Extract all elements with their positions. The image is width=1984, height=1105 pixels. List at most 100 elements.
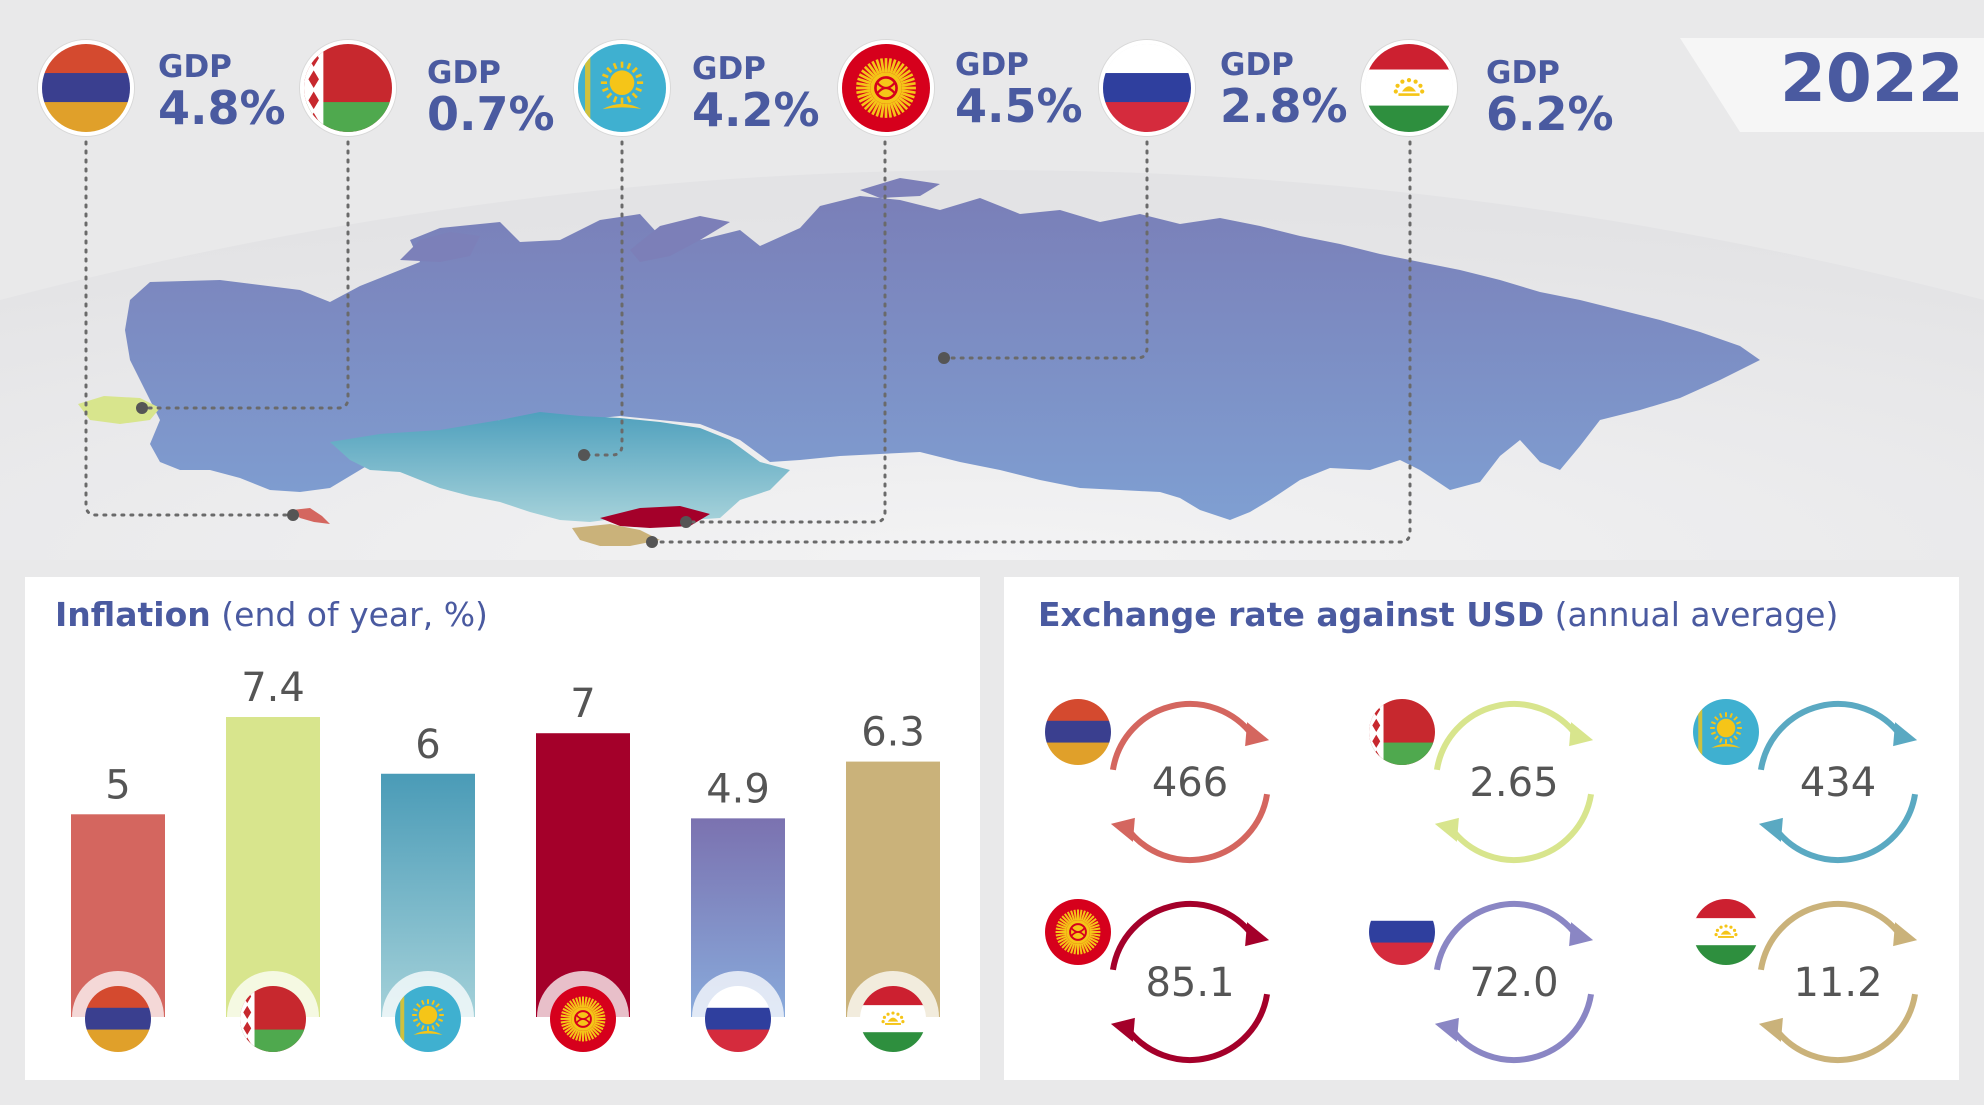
gdp-label-kyrgyzstan: GDP 4.5% [955, 48, 1083, 130]
inflation-value-russia: 4.9 [706, 766, 770, 812]
kyrgyzstan-flag-icon [1045, 899, 1111, 965]
arrowhead-icon [1110, 817, 1135, 842]
belarus-flag-icon [240, 986, 306, 1052]
arrowhead-icon [1434, 817, 1459, 842]
exchange-arrow-arc-upper [1109, 701, 1256, 771]
gdp-label-belarus: GDP 0.7% [427, 56, 555, 138]
gdp-word: GDP [427, 55, 501, 91]
kazakhstan-flag-icon [1693, 699, 1759, 765]
russia-flag-icon [705, 986, 771, 1052]
kyrgyzstan-flag-icon [838, 40, 934, 136]
leader-kyrgyzstan [684, 140, 887, 524]
leader-russia [942, 140, 1149, 360]
inflation-value-tajikistan: 6.3 [861, 710, 925, 756]
arrowhead-icon [1758, 1017, 1783, 1042]
exchange-title: Exchange rate against USD (annual averag… [1038, 595, 1839, 634]
gdp-label-armenia: GDP 4.8% [158, 50, 286, 132]
inflation-value-belarus: 7.4 [241, 665, 305, 711]
kazakhstan-flag-icon [574, 40, 670, 136]
russia-kola [400, 232, 480, 262]
kazakhstan-shape [330, 412, 790, 522]
exchange-value-tajikistan: 11.2 [1793, 960, 1882, 1006]
gdp-word: GDP [692, 51, 766, 87]
gdp-word: GDP [1486, 55, 1560, 91]
gdp-value-armenia: 4.8% [158, 81, 286, 135]
exchange-value-kyrgyzstan: 85.1 [1145, 960, 1234, 1006]
leader-belarus [140, 140, 350, 410]
gdp-value-tajikistan: 6.2% [1486, 87, 1614, 141]
tajikistan-shape [572, 524, 660, 546]
armenia-shape [292, 508, 330, 524]
dot-kyrgyzstan [680, 516, 692, 528]
belarus-flag-icon [300, 40, 396, 136]
inflation-bar-belarus [226, 717, 320, 1017]
russia-flag-icon [1369, 899, 1435, 965]
armenia-flag-icon [38, 40, 134, 136]
inflation-panel: Inflation (end of year, %) 5 7.4 6 7 4.9 6.3 [25, 577, 980, 1080]
arrowhead-icon [1893, 722, 1918, 747]
arctic-island [860, 178, 940, 198]
kazakhstan-flag-icon [395, 986, 461, 1052]
exchange-arrow-arc-upper [1433, 901, 1580, 971]
novaya-zemlya [630, 216, 730, 262]
belarus-flag-icon [1369, 699, 1435, 765]
gdp-word: GDP [158, 49, 232, 85]
gdp-value-kazakhstan: 4.2% [692, 83, 820, 137]
exchange-arrow-arc-lower [1124, 993, 1271, 1063]
arrowhead-icon [1569, 922, 1594, 947]
armenia-flag-icon [1045, 699, 1111, 765]
gdp-value-belarus: 0.7% [427, 87, 555, 141]
exchange-value-armenia: 466 [1152, 760, 1228, 806]
leader-lines [84, 140, 1412, 544]
arrowhead-icon [1893, 922, 1918, 947]
gdp-value-kyrgyzstan: 4.5% [955, 79, 1083, 133]
exchange-arrow-arc-lower [1448, 993, 1595, 1063]
dot-kazakhstan [578, 449, 590, 461]
exchange-arrow-arc-upper [1109, 901, 1256, 971]
arrowhead-icon [1569, 722, 1594, 747]
exchange-chart: 466 2.65 434 85.1 72.0 11.2 [1042, 696, 1919, 1063]
exchange-arrow-arc-lower [1772, 793, 1919, 863]
arrowhead-icon [1758, 817, 1783, 842]
arrowhead-icon [1245, 722, 1270, 747]
exchange-panel: Exchange rate against USD (annual averag… [1004, 577, 1959, 1080]
arrowhead-icon [1434, 1017, 1459, 1042]
exchange-value-russia: 72.0 [1469, 960, 1558, 1006]
exchange-arrow-arc-upper [1757, 901, 1904, 971]
exchange-value-belarus: 2.65 [1469, 760, 1558, 806]
dot-armenia [287, 509, 299, 521]
exchange-arrow-arc-upper [1433, 701, 1580, 771]
gdp-label-kazakhstan: GDP 4.2% [692, 52, 820, 134]
inflation-value-kazakhstan: 6 [415, 722, 440, 768]
kyrgyzstan-flag-icon [550, 986, 616, 1052]
exchange-arrow-arc-lower [1124, 793, 1271, 863]
exchange-arrow-arc-lower [1448, 793, 1595, 863]
tajikistan-flag-icon [1693, 899, 1759, 965]
leader-tajikistan [650, 140, 1412, 544]
gdp-value-russia: 2.8% [1220, 79, 1348, 133]
inflation-bar-kyrgyzstan [536, 733, 630, 1017]
inflation-value-armenia: 5 [105, 762, 130, 808]
arrowhead-icon [1110, 1017, 1135, 1042]
dot-belarus [136, 402, 148, 414]
gdp-label-russia: GDP 2.8% [1220, 48, 1348, 130]
arrowhead-icon [1245, 922, 1270, 947]
gdp-word: GDP [1220, 47, 1294, 83]
tajikistan-flag-icon [1361, 40, 1457, 136]
year-label: 2022 [1780, 40, 1964, 117]
inflation-chart: 5 7.4 6 7 4.9 6.3 [71, 665, 940, 1052]
inflation-value-kyrgyzstan: 7 [570, 681, 595, 727]
year-tag [1680, 38, 1984, 132]
exchange-arrow-arc-upper [1757, 701, 1904, 771]
inflation-title: Inflation (end of year, %) [55, 595, 488, 634]
leader-dots [136, 352, 950, 548]
gdp-label-tajikistan: GDP 6.2% [1486, 56, 1614, 138]
eaeu-map [0, 140, 1984, 560]
gdp-word: GDP [955, 47, 1029, 83]
tajikistan-flag-icon [860, 986, 926, 1052]
dot-tajikistan [646, 536, 658, 548]
leader-armenia [84, 140, 297, 517]
exchange-arrow-arc-lower [1772, 993, 1919, 1063]
armenia-flag-icon [85, 986, 151, 1052]
